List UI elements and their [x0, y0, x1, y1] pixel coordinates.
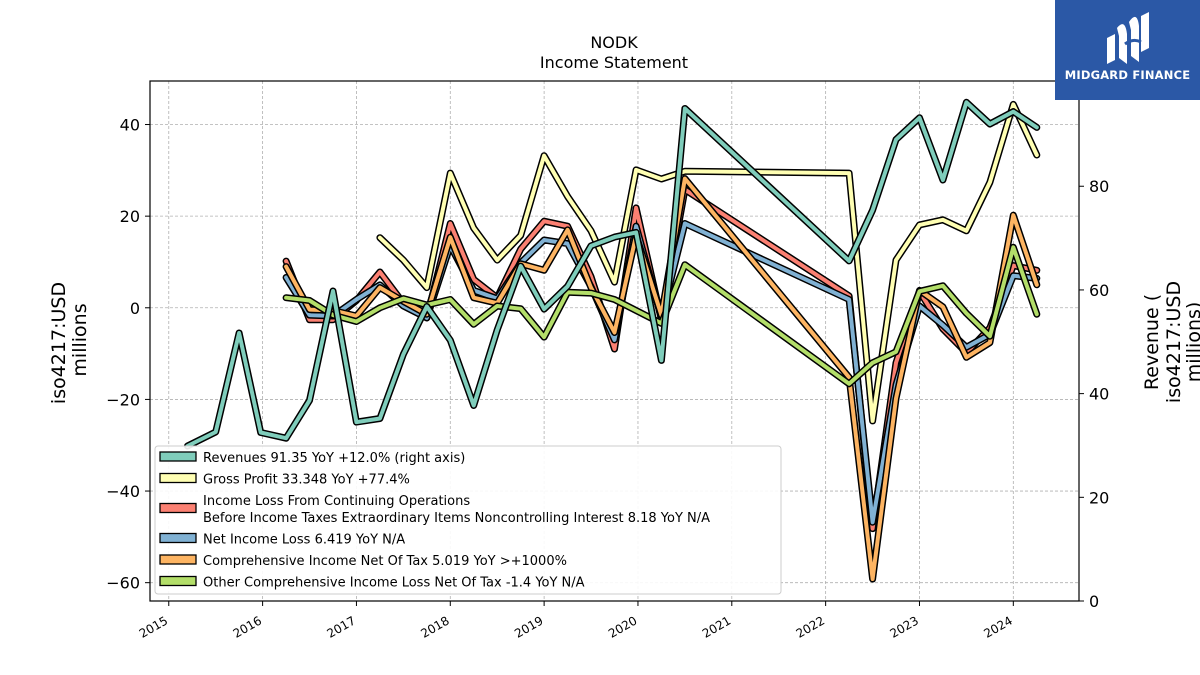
series-line-outline	[376, 100, 1041, 425]
x-tick-label: 2019	[512, 613, 545, 640]
legend: Revenues 91.35 YoY +12.0% (right axis) Gr…	[154, 445, 782, 595]
right-axis-label-line-2: iso4217:USD	[1163, 281, 1185, 403]
series-line	[377, 102, 1039, 423]
x-tick-label: 2015	[137, 613, 170, 640]
x-tick-label: 2024	[981, 613, 1014, 640]
right-y-tick-label: 20	[1089, 488, 1109, 507]
legend-label: Revenues 91.35 YoY +12.0% (right axis)	[203, 451, 465, 466]
left-y-tick-label: −20	[106, 390, 140, 409]
series-line-group	[282, 175, 1041, 583]
series-lines	[184, 98, 1041, 583]
left-axis-label-line-1: iso4217:USD	[48, 282, 70, 404]
series-line	[284, 176, 1039, 581]
legend-swatch	[159, 532, 197, 544]
x-tick-label: 2020	[606, 613, 639, 640]
legend-swatch	[159, 451, 197, 462]
left-y-tick-label: −40	[106, 482, 140, 501]
right-y-tick-label: 80	[1089, 177, 1109, 196]
left-axis-label-line-2: millions	[69, 303, 91, 376]
legend-label: Before Income Taxes Extraordinary Items …	[203, 511, 710, 526]
right-axis-label-line-1: Revenue (	[1141, 294, 1163, 390]
legend-swatch	[159, 472, 197, 484]
legend-swatch	[159, 502, 197, 514]
series-line-group	[376, 100, 1041, 425]
right-axis-label-line-3: millions)	[1183, 302, 1200, 383]
x-tick-label: 2022	[794, 613, 827, 640]
x-tick-label: 2021	[700, 613, 733, 640]
legend-swatch	[159, 554, 197, 565]
left-y-tick-label: 40	[120, 116, 140, 135]
right-y-tick-label: 40	[1089, 385, 1109, 404]
plot-frame	[149, 80, 1080, 602]
left-y-tick-label: 20	[120, 207, 140, 226]
x-tick-label: 2023	[888, 613, 921, 640]
legend-label: Other Comprehensive Income Loss Net Of T…	[203, 576, 585, 591]
right-axis-label: Revenue ( iso4217:USD millions)	[1141, 281, 1200, 403]
series-line-group	[184, 98, 1041, 450]
x-tick-label: 2018	[418, 613, 451, 640]
brand-name: MIDGARD FINANCE	[1064, 68, 1191, 82]
legend-frame	[154, 445, 782, 595]
legend-label: Income Loss From Continuing Operations	[203, 494, 470, 509]
left-axis-label: iso4217:USD millions	[48, 282, 91, 404]
series-line	[185, 100, 1039, 448]
right-y-tick-label: 60	[1089, 281, 1109, 300]
legend-label: Comprehensive Income Net Of Tax 5.019 Yo…	[203, 554, 567, 569]
right-y-tick-label: 0	[1089, 592, 1099, 611]
left-y-tick-label: 0	[130, 299, 140, 318]
midgard-logo-icon	[1107, 12, 1149, 64]
chart-title: NODK	[590, 33, 638, 52]
legend-label: Net Income Loss 6.419 YoY N/A	[203, 533, 405, 548]
chart-subtitle: Income Statement	[540, 53, 688, 72]
legend-label: Gross Profit 33.348 YoY +77.4%	[203, 473, 410, 488]
x-tick-label: 2016	[231, 613, 264, 640]
x-tick-label: 2017	[324, 613, 357, 640]
legend-swatch	[159, 575, 197, 587]
left-y-tick-label: −60	[106, 574, 140, 593]
series-line-group	[282, 243, 1041, 388]
series-line	[284, 245, 1039, 386]
brand-logo: MIDGARD FINANCE	[1055, 0, 1200, 100]
